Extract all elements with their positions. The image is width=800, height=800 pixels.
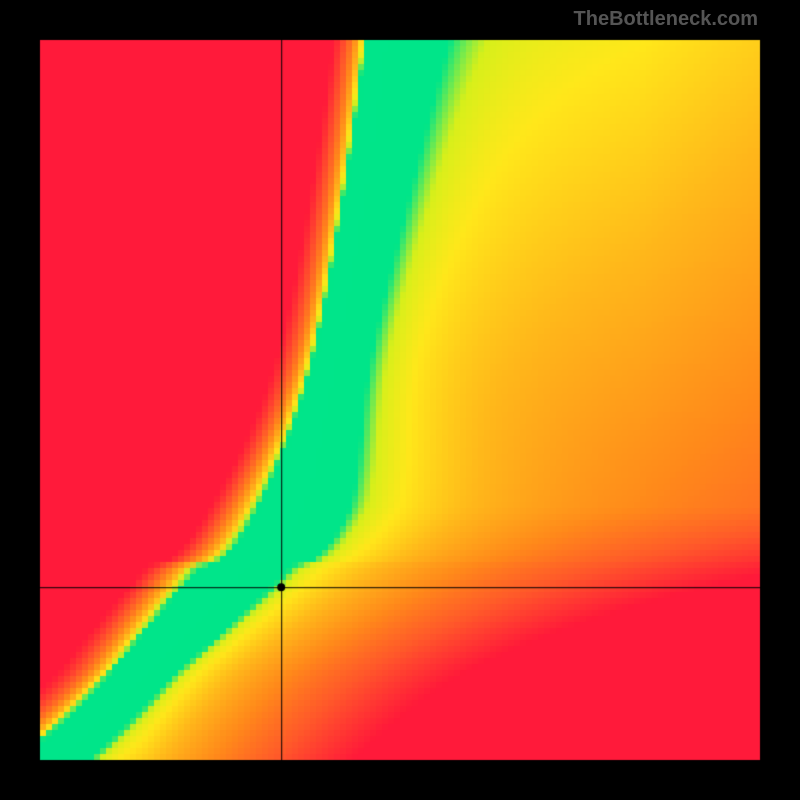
chart-container: TheBottleneck.com [0, 0, 800, 800]
heatmap-canvas [0, 0, 800, 800]
watermark-text: TheBottleneck.com [574, 8, 758, 31]
